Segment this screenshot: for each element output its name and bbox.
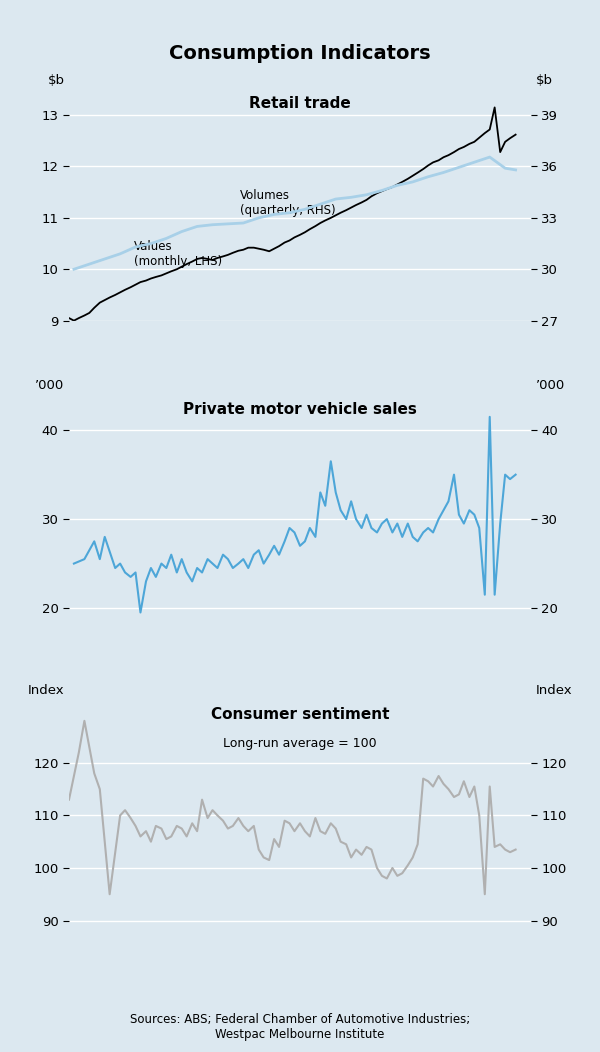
Text: Index: Index (28, 685, 64, 697)
Text: Volumes
(quarterly, RHS): Volumes (quarterly, RHS) (240, 189, 335, 217)
Text: $b: $b (47, 74, 64, 87)
Text: $b: $b (536, 74, 553, 87)
Text: Sources: ABS; Federal Chamber of Automotive Industries;
Westpac Melbourne Instit: Sources: ABS; Federal Chamber of Automot… (130, 1013, 470, 1041)
Text: Retail trade: Retail trade (249, 97, 351, 112)
Text: Private motor vehicle sales: Private motor vehicle sales (183, 402, 417, 417)
Text: ’000: ’000 (35, 380, 64, 392)
Text: ’000: ’000 (536, 380, 565, 392)
Text: Long-run average = 100: Long-run average = 100 (223, 736, 377, 750)
Text: Consumption Indicators: Consumption Indicators (169, 44, 431, 63)
Text: Values
(monthly, LHS): Values (monthly, LHS) (134, 240, 222, 267)
Text: Index: Index (536, 685, 572, 697)
Text: Consumer sentiment: Consumer sentiment (211, 707, 389, 722)
